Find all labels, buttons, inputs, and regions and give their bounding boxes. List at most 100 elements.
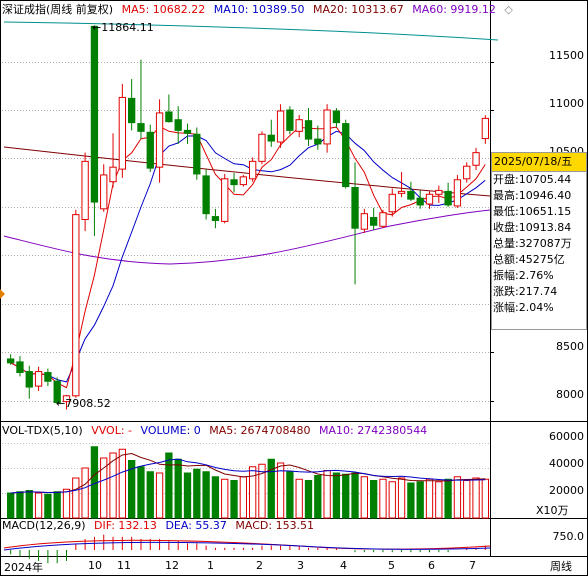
candle-body [211,216,220,221]
ma10-line [10,130,486,383]
ma60-value: MA60: 9919.12 [412,3,496,16]
volume-bar [407,482,415,519]
low-annotation: ←7908.52 [56,397,111,410]
volume-bar [304,480,313,519]
volume-ma10-value: MA10: 2742380544 [318,424,428,437]
volume-bar [221,478,229,519]
dif-line [3,539,491,550]
volume-bar [453,476,462,519]
candle-body [100,174,108,210]
candle-body [295,119,303,132]
period-label[interactable]: 周线 [550,560,572,573]
x-tick-label: 7 [469,559,476,572]
macd-value: MACD: 153.51 [235,519,315,532]
x-tick-label: 6 [428,559,435,572]
x-tick-label: 12 [165,559,179,572]
indicator-switch-icon[interactable]: ◇ [504,3,513,16]
info-amplitude: 振幅:2.76% [493,269,554,282]
volume-bar [323,470,331,519]
candle-body [351,187,359,229]
candle-body [463,165,471,180]
candle-body [128,97,136,124]
ma20-value: MA20: 10313.67 [313,3,404,16]
candle-body [193,133,201,175]
ma60-line [3,209,491,265]
volume-bar [286,471,294,519]
candle-body [444,190,452,206]
candle-body [435,189,443,195]
macd-indicator-title[interactable]: MACD(12,26,9) [2,519,86,532]
volume-bar [239,476,247,519]
volume-indicator-title[interactable]: VOL-TDX(5,10) [2,424,83,437]
candle-body [249,160,257,180]
candle-body [286,109,294,131]
volume-bar [53,491,61,519]
volume-bar [463,480,471,519]
volume-bar [249,466,257,519]
candle-body [258,133,266,162]
candle-body [472,152,480,166]
x-tick-label: 2024年 [4,561,43,574]
volume-bar [472,477,480,519]
x-tick-label: 11 [117,559,131,572]
x-tick-label: 4 [340,559,347,572]
volume-bar [100,457,108,519]
candle-body [221,178,229,222]
volume-tick: 60000 [549,430,584,443]
volume-bar [397,477,406,519]
candle-body [397,190,406,194]
volume-bar [276,462,285,519]
volume-bar [211,476,220,519]
volume-ma5-line [10,452,486,494]
candle-body [267,134,275,142]
volume-ma5-value: MA5: 2674708480 [209,424,311,437]
volume-ma10-line [10,458,486,494]
main-panel-header: 深证成指(周线 前复权) MA5: 10682.22 MA10: 10389.5… [2,3,518,17]
candle-body [165,111,173,123]
volume-bar [370,480,378,519]
volume-unit-label: X10万 [536,504,569,517]
volume-bar [258,463,266,519]
candle-body [146,131,154,169]
info-change: 涨跌:217.74 [493,285,558,298]
candle-body [360,213,369,230]
volume-bar [7,492,15,519]
info-close: 收盘:10913.84 [493,221,572,234]
candle-body [425,193,434,205]
price-tick: 8000 [556,388,584,401]
candle-body [230,179,238,186]
candle-body [90,25,99,203]
volume-bar [128,460,136,519]
volume-bar [72,477,80,519]
candle-body [379,212,387,227]
candle-body [239,176,247,186]
x-tick-label: 10 [88,559,102,572]
info-open: 开盘:10705.44 [493,173,572,186]
price-tick: 8500 [556,340,584,353]
volume-bar [81,467,89,519]
macd-tick: 750.0 [552,530,585,543]
volume-bar [193,468,201,519]
dea-line [3,541,491,551]
info-low: 最低:10651.15 [493,205,572,218]
candle-body [155,112,164,168]
ma5-line [10,125,486,389]
info-pct: 涨幅:2.04% [493,301,554,314]
x-tick-label: 5 [388,559,395,572]
candle-body [137,123,145,132]
info-high: 最高:10946.40 [493,189,572,202]
ma20-long-line [3,146,491,197]
price-tick: 11500 [549,49,584,62]
candle-body [370,217,378,226]
x-tick-label: 1 [207,559,214,572]
volume-bar [137,466,145,519]
volume-bar [16,491,24,519]
volume-bar [146,471,154,519]
candle-body [109,166,117,183]
macd-panel-header: MACD(12,26,9) DIF: 132.13 DEA: 55.37 MAC… [2,519,319,533]
ma10-value: MA10: 10389.50 [213,3,305,16]
index-title: 深证成指(周线 前复权) [2,3,114,16]
vvol-value: VVOL: - [91,424,133,437]
volume-value: VOLUME: 0 [140,424,201,437]
